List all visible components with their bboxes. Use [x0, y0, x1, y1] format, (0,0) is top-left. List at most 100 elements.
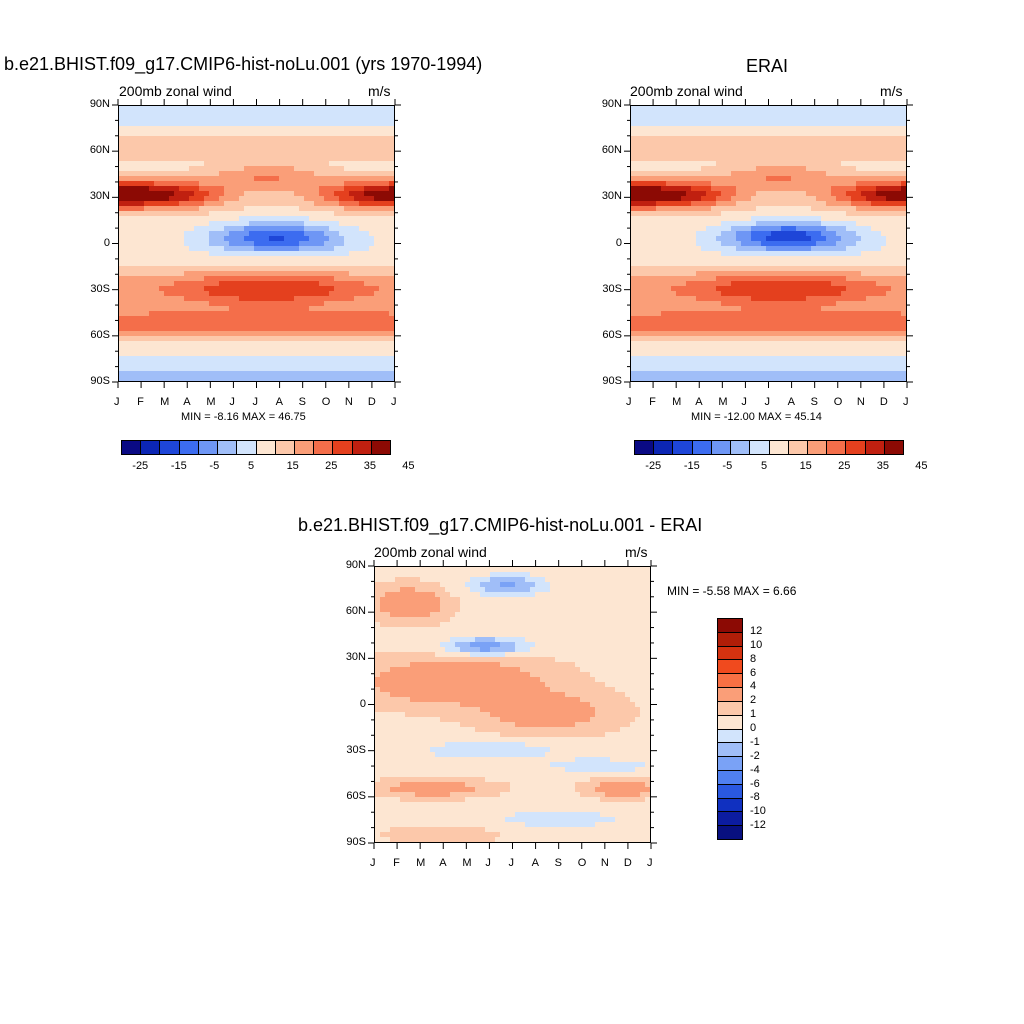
- x-tick-label: O: [833, 396, 843, 408]
- panel3-title: b.e21.BHIST.f09_g17.CMIP6-hist-noLu.001 …: [298, 515, 703, 535]
- y-tick-label: 30N: [345, 651, 366, 664]
- colorbar-label: 1: [750, 708, 757, 721]
- x-tick-label: J: [764, 396, 771, 408]
- x-tick-label: J: [114, 396, 120, 408]
- y-tick-label: 60N: [345, 605, 366, 618]
- x-tick-label: D: [367, 396, 376, 408]
- x-tick-label: F: [137, 396, 144, 408]
- y-tick-label: 0: [103, 236, 110, 249]
- colorbar-swatch: [718, 812, 742, 827]
- y-tick-label: 0: [615, 236, 622, 249]
- x-tick-label: M: [416, 857, 426, 869]
- y-tick-label: 90S: [346, 836, 366, 848]
- x-tick-label: F: [393, 857, 400, 869]
- colorbar-label: -2: [750, 749, 760, 762]
- x-tick-label: J: [252, 396, 259, 408]
- colorbar-swatch: [718, 757, 742, 771]
- colorbar-label: -4: [750, 763, 760, 776]
- colorbar-label: 5: [248, 460, 255, 472]
- colorbar-label: -12: [750, 819, 766, 832]
- x-tick-label: M: [160, 396, 170, 408]
- colorbar-label: 12: [750, 624, 763, 637]
- colorbar-swatch: [218, 441, 238, 454]
- x-tick-label: J: [391, 396, 397, 408]
- colorbar-swatch: [718, 743, 742, 758]
- colorbar-swatch: [718, 784, 742, 799]
- panel1-right-label: m/s: [368, 83, 391, 99]
- colorbar-label: 25: [838, 460, 851, 472]
- y-tick-label: 60N: [601, 144, 622, 157]
- panel1-colorbar: [121, 440, 391, 455]
- panel3-colorbar: [717, 618, 743, 840]
- colorbar-swatch: [371, 441, 391, 454]
- colorbar-swatch: [294, 441, 315, 454]
- x-tick-label: A: [275, 396, 283, 408]
- panel1-title: b.e21.BHIST.f09_g17.CMIP6-hist-noLu.001 …: [4, 54, 483, 74]
- x-tick-label: M: [718, 396, 728, 408]
- y-tick-label: 90S: [90, 375, 110, 387]
- colorbar-swatch: [718, 660, 742, 675]
- colorbar-swatch: [769, 441, 789, 454]
- colorbar-swatch: [692, 441, 712, 454]
- x-tick-label: M: [672, 396, 682, 408]
- x-tick-label: N: [856, 396, 865, 408]
- colorbar-label: 35: [876, 460, 889, 472]
- x-tick-label: J: [370, 857, 376, 869]
- y-tick-label: 90N: [89, 98, 110, 110]
- colorbar-label: -6: [750, 777, 760, 790]
- panel2-left-label: 200mb zonal wind: [630, 83, 743, 99]
- colorbar-label: -8: [750, 791, 760, 804]
- x-tick-label: S: [810, 396, 818, 408]
- colorbar-swatch: [314, 441, 334, 454]
- colorbar-label: 10: [750, 638, 763, 651]
- y-tick-label: 30N: [601, 190, 622, 203]
- panel2-title: ERAI: [746, 56, 789, 76]
- panel1-field: [119, 106, 394, 381]
- colorbar-swatch: [718, 632, 742, 647]
- panel2-colorbar: [634, 440, 904, 455]
- colorbar-label: -15: [683, 460, 700, 472]
- colorbar-label: 5: [761, 460, 768, 472]
- colorbar-label: -5: [209, 460, 220, 472]
- x-tick-label: A: [787, 396, 795, 408]
- x-tick-label: J: [229, 396, 235, 408]
- x-tick-label: A: [439, 857, 447, 869]
- tick-marks: [368, 560, 657, 849]
- colorbar-swatch: [865, 441, 885, 454]
- y-tick-label: 90N: [345, 559, 366, 571]
- x-tick-label: F: [649, 396, 656, 408]
- colorbar-swatch: [718, 646, 742, 661]
- colorbar-label: 25: [325, 460, 338, 472]
- colorbar-swatch: [635, 441, 655, 454]
- panel1-left-label: 200mb zonal wind: [119, 83, 232, 99]
- x-tick-label: M: [462, 857, 472, 869]
- colorbar-label: 45: [915, 460, 928, 472]
- y-tick-label: 30N: [89, 190, 110, 203]
- x-tick-label: A: [695, 396, 703, 408]
- x-tick-label: J: [626, 396, 632, 408]
- x-tick-label: O: [321, 396, 331, 408]
- tick-marks: [112, 99, 401, 388]
- x-tick-label: N: [344, 396, 353, 408]
- panel1-minmax: MIN = -8.16 MAX = 46.75: [181, 411, 306, 423]
- panel3-plot: [374, 566, 651, 843]
- y-tick-label: 30S: [602, 282, 622, 295]
- colorbar-swatch: [179, 441, 199, 454]
- colorbar-swatch: [718, 770, 742, 785]
- panel3-right-label: m/s: [625, 544, 648, 560]
- colorbar-swatch: [711, 441, 732, 454]
- panel2-right-label: m/s: [880, 83, 903, 99]
- colorbar-label: 4: [750, 680, 757, 693]
- panel2-field: [631, 106, 906, 381]
- x-tick-label: M: [206, 396, 216, 408]
- y-tick-label: 0: [359, 697, 366, 710]
- panel3-minmax: MIN = -5.58 MAX = 6.66: [667, 584, 797, 598]
- x-tick-label: S: [298, 396, 306, 408]
- colorbar-label: 2: [750, 694, 757, 707]
- y-tick-label: 90N: [601, 98, 622, 110]
- x-tick-label: J: [903, 396, 909, 408]
- y-tick-label: 30S: [346, 743, 366, 756]
- colorbar-swatch: [718, 826, 742, 839]
- panel2-plot: [630, 105, 907, 382]
- colorbar-label: -5: [722, 460, 733, 472]
